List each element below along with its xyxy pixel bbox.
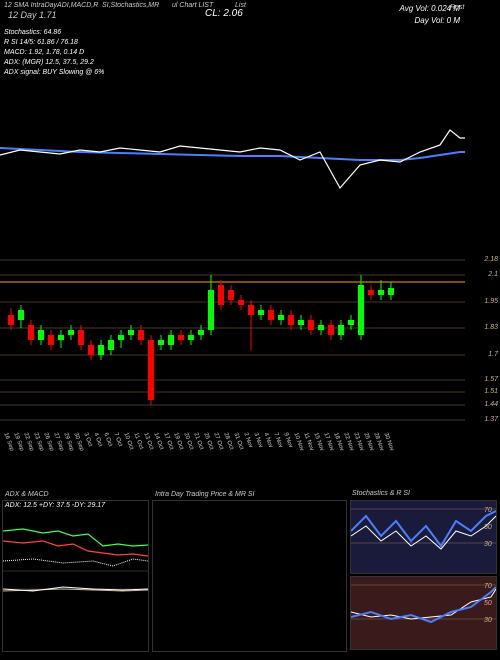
price-axis-label: 1.7 xyxy=(488,351,498,358)
header-label: SI,Stochastics,MR xyxy=(102,2,159,9)
adx-title: ADX & MACD xyxy=(5,491,49,498)
svg-text:30: 30 xyxy=(484,617,492,624)
rest-label: Rest xyxy=(450,4,464,11)
price-axis-label: 1.95 xyxy=(484,298,498,305)
day-label: 12 Day 1.71 xyxy=(8,10,57,20)
svg-text:50: 50 xyxy=(484,600,492,607)
intra-title: Intra Day Trading Price & MR SI xyxy=(155,491,254,498)
price-axis-label: 1.83 xyxy=(484,324,498,331)
adx-values: ADX: 12.5 +DY: 37.5 -DY: 29.17 xyxy=(5,502,105,509)
svg-text:70: 70 xyxy=(484,583,492,590)
candlestick-chart: 2.182.11.951.831.71.571.511.441.3716 Sep… xyxy=(0,240,500,450)
price-axis-label: 1.51 xyxy=(484,388,498,395)
adx-value: ADX: (MGR) 12.5, 37.5, 29.2 xyxy=(4,58,104,68)
header-label: 12 SMA IntraDayADI,MACD,R xyxy=(4,2,98,9)
stochastics-panel: Stochastics & R SI 705030 705030 xyxy=(350,500,495,650)
day-vol: Day Vol: 0 M xyxy=(415,16,461,25)
macd-value: MACD: 1.92, 1.78, 0.14 D xyxy=(4,48,104,58)
price-axis-label: 1.37 xyxy=(484,416,498,423)
intraday-panel: Intra Day Trading Price & MR SI xyxy=(152,500,347,652)
price-axis-label: 1.57 xyxy=(484,376,498,383)
top-line-chart xyxy=(0,90,500,210)
info-block: Stochastics: 64.86 R SI 14/5: 61.86 / 76… xyxy=(4,28,104,78)
adx-macd-panel: ADX & MACD ADX: 12.5 +DY: 37.5 -DY: 29.1… xyxy=(2,500,149,652)
stoch-title: Stochastics & R SI xyxy=(352,490,410,497)
adx-signal: ADX signal: BUY Slowing @ 6% xyxy=(4,68,104,78)
svg-text:30: 30 xyxy=(484,541,492,548)
bottom-indicator-row: ADX & MACD ADX: 12.5 +DY: 37.5 -DY: 29.1… xyxy=(0,490,500,655)
price-axis-label: 1.44 xyxy=(484,401,498,408)
svg-text:70: 70 xyxy=(484,507,492,514)
price-axis-label: 2.1 xyxy=(488,271,498,278)
rsi-value: R SI 14/5: 61.86 / 76.18 xyxy=(4,38,104,48)
close-label: CL: 2.06 xyxy=(205,8,243,19)
stochastics-value: Stochastics: 64.86 xyxy=(4,28,104,38)
svg-text:50: 50 xyxy=(484,524,492,531)
price-axis-label: 2.18 xyxy=(484,256,498,263)
